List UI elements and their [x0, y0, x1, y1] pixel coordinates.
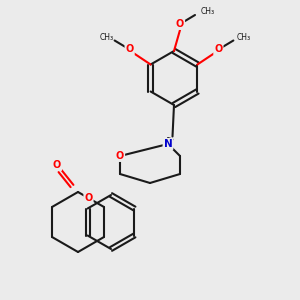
Text: CH₃: CH₃ [100, 33, 114, 42]
Text: O: O [176, 19, 184, 29]
Text: CH₃: CH₃ [236, 33, 250, 42]
Text: O: O [214, 44, 223, 55]
Text: N: N [164, 139, 172, 149]
Text: CH₃: CH₃ [201, 8, 215, 16]
Text: O: O [84, 193, 93, 203]
Text: O: O [125, 44, 134, 55]
Text: O: O [53, 160, 61, 170]
Text: O: O [116, 151, 124, 161]
